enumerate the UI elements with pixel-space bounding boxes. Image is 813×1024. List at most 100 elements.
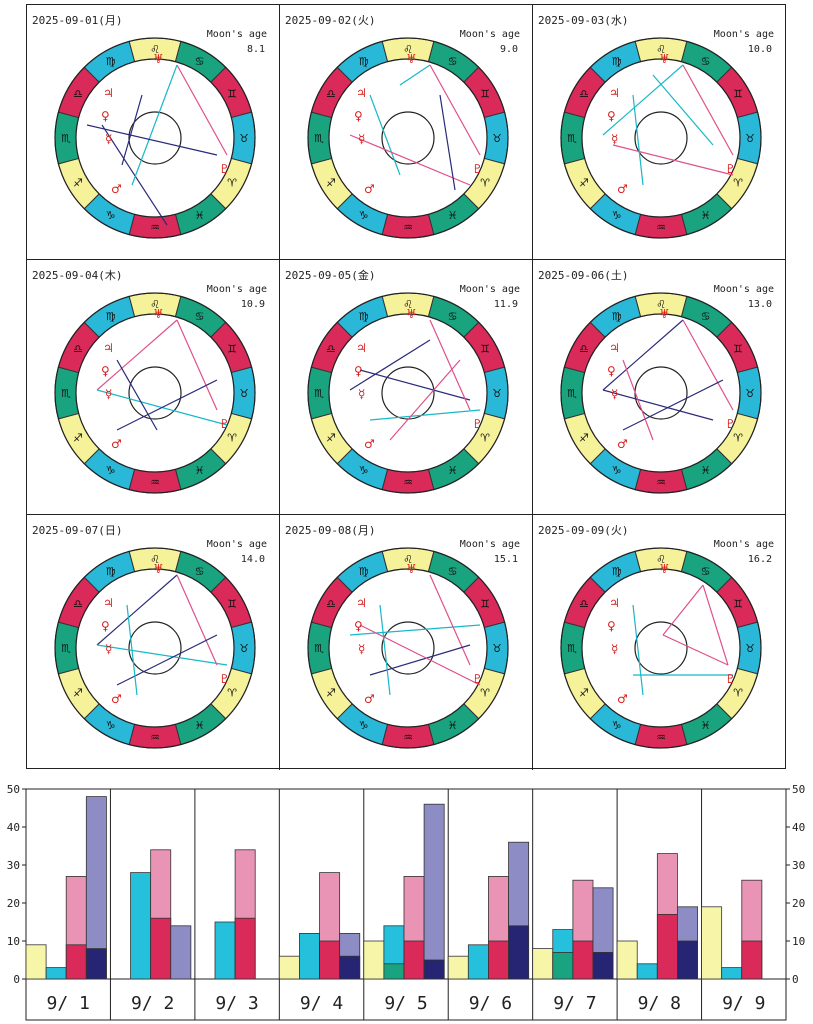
bar [552,951,574,980]
moon-age-label: Moon's age [459,29,520,40]
planet-icon: ♇ [472,162,483,176]
planet-icon: ♃ [609,86,620,100]
planet-icon: ♀ [354,364,363,378]
zodiac-sign-icon: ♎ [73,343,83,356]
zodiac-sign-icon: ♍ [106,55,116,68]
zodiac-sign-icon: ♈ [733,687,743,700]
planet-icon: ♇ [472,672,483,686]
y-tick-label: 20 [792,897,805,910]
zodiac-sign-icon: ♎ [579,88,589,101]
zodiac-sign-icon: ♊ [227,343,237,356]
aspect-line [429,319,471,411]
planet-icon: ☿ [358,387,365,401]
bar [130,872,152,980]
planet-icon: ♅ [153,307,164,321]
aspect-line [602,389,714,421]
moon-age-value: 11.9 [493,299,518,310]
planet-icon: ♅ [406,307,417,321]
moon-age-label: Moon's age [206,29,267,40]
category-label: 9/ 9 [722,993,765,1014]
zodiac-sign-icon: ♌ [150,298,160,311]
planet-icon: ♀ [101,364,110,378]
zodiac-wheel: ♌ ♋ ♊ ♉ ♈ ♓ ♒ ♑ ♐ ♏ ♎ ♍ ♅ ♃ ♀ ☿ ♂ ♇ [307,547,509,749]
bar [25,944,47,980]
earth-circle [634,621,688,675]
planet-icon: ☿ [105,642,112,656]
aspect-line [602,319,684,391]
moon-age-value: 15.1 [493,554,518,565]
chart-panel: ♌ ♋ ♊ ♉ ♈ ♓ ♒ ♑ ♐ ♏ ♎ ♍ ♅ ♃ ♀ ☿ ♂ ♇ 2025-09-05(金) Moon's ag… [280,260,533,515]
zodiac-sign-icon: ♒ [150,476,160,489]
zodiac-sign-icon: ♐ [326,687,336,700]
zodiac-sign-icon: ♑ [612,719,622,732]
aspect-line [389,359,461,441]
panel-date: 2025-09-01(月) [32,14,123,27]
aspect-line [622,359,654,441]
zodiac-sign-icon: ♐ [73,177,83,190]
planet-icon: ♃ [356,341,367,355]
moon-age-label: Moon's age [459,284,520,295]
planet-icon: ☿ [358,132,365,146]
zodiac-sign-icon: ♑ [106,464,116,477]
zodiac-sign-icon: ♎ [73,598,83,611]
zodiac-wheel: ♌ ♋ ♊ ♉ ♈ ♓ ♒ ♑ ♐ ♏ ♎ ♍ ♅ ♃ ♀ ☿ ♂ ♇ [560,292,762,494]
y-tick-label: 50 [792,783,805,796]
zodiac-sign-icon: ♒ [656,476,666,489]
zodiac-sign-icon: ♌ [150,553,160,566]
planet-icon: ♃ [103,86,114,100]
planet-icon: ♇ [472,417,483,431]
category-label: 9/ 2 [131,993,174,1014]
bar [488,940,509,980]
bar [278,955,300,980]
planet-icon: ☿ [611,132,618,146]
bar [339,955,361,980]
zodiac-sign-icon: ♓ [448,719,458,732]
zodiac-sign-icon: ♊ [733,598,743,611]
planet-icon: ♅ [153,562,164,576]
planet-icon: ♃ [356,596,367,610]
bar [467,944,489,980]
chart-panel: ♌ ♋ ♊ ♉ ♈ ♓ ♒ ♑ ♐ ♏ ♎ ♍ ♅ ♃ ♀ ☿ ♂ ♇ 2025-09-07(日) Moon's ag… [27,515,280,770]
zodiac-sign-icon: ♑ [106,209,116,222]
zodiac-sign-icon: ♏ [314,132,324,145]
category-label: 9/ 5 [384,993,427,1014]
aspect-line [349,339,431,391]
aspect-line [379,604,391,696]
zodiac-sign-icon: ♒ [150,731,160,744]
chart-panel: ♌ ♋ ♊ ♉ ♈ ♓ ♒ ♑ ♐ ♏ ♎ ♍ ♅ ♃ ♀ ☿ ♂ ♇ 2025-09-01(月) Moon's ag… [27,5,280,260]
chart-panel: ♌ ♋ ♊ ♉ ♈ ♓ ♒ ♑ ♐ ♏ ♎ ♍ ♅ ♃ ♀ ☿ ♂ ♇ 2025-09-06(土) Moon's ag… [533,260,786,515]
aspect-line [116,634,218,686]
bar [403,940,425,980]
zodiac-sign-icon: ♍ [106,565,116,578]
earth-circle [634,111,688,165]
bar [299,932,320,980]
zodiac-sign-icon: ♐ [326,177,336,190]
panel-date: 2025-09-07(日) [32,524,123,537]
panel-date: 2025-09-02(火) [285,14,376,27]
zodiac-sign-icon: ♑ [106,719,116,732]
bar [423,803,445,980]
zodiac-sign-icon: ♒ [403,476,413,489]
zodiac-sign-icon: ♏ [61,387,71,400]
planet-icon: ♀ [607,619,616,633]
zodiac-sign-icon: ♐ [579,432,589,445]
zodiac-sign-icon: ♑ [359,464,369,477]
planet-icon: ♂ [111,437,122,451]
zodiac-sign-icon: ♒ [656,221,666,234]
planet-icon: ♂ [617,437,628,451]
aspect-line [369,94,401,176]
bar [721,967,743,980]
bar [85,948,107,980]
planet-icon: ♅ [659,307,670,321]
planet-icon: ♃ [103,341,114,355]
bar [741,940,763,980]
aspect-line [702,584,729,666]
planet-icon: ♂ [364,182,375,196]
zodiac-sign-icon: ♍ [106,310,116,323]
zodiac-sign-icon: ♊ [227,88,237,101]
aspect-line [429,574,471,666]
zodiac-sign-icon: ♊ [733,88,743,101]
aspect-line [632,604,644,696]
bar [383,963,405,980]
zodiac-sign-icon: ♓ [448,209,458,222]
